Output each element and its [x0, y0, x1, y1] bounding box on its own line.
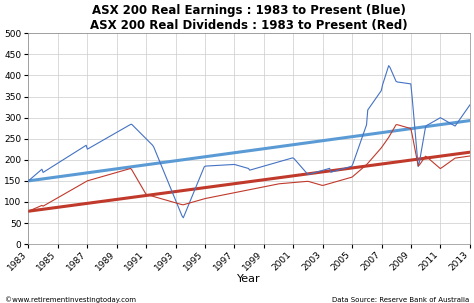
Title: ASX 200 Real Earnings : 1983 to Present (Blue)
ASX 200 Real Dividends : 1983 to : ASX 200 Real Earnings : 1983 to Present … — [90, 4, 408, 32]
Text: Data Source: Reserve Bank of Australia: Data Source: Reserve Bank of Australia — [332, 297, 469, 303]
X-axis label: Year: Year — [237, 274, 261, 284]
Text: ©www.retirementinvestingtoday.com: ©www.retirementinvestingtoday.com — [5, 296, 136, 303]
